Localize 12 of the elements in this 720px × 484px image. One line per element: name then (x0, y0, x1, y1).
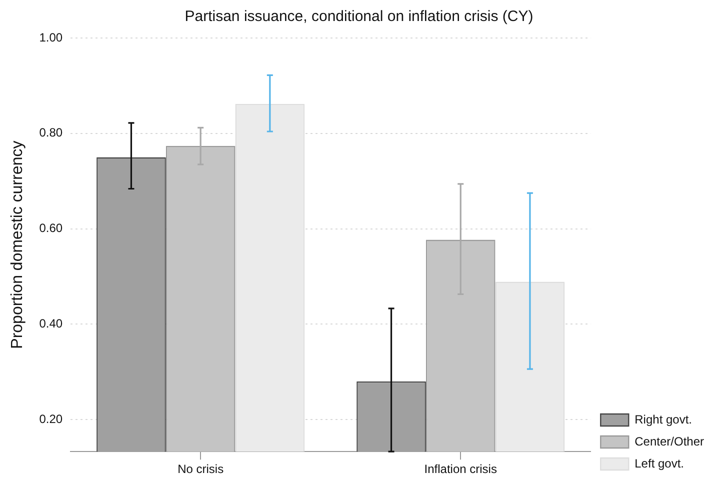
chart-title: Partisan issuance, conditional on inflation crisis (CY) (184, 8, 534, 26)
y-tick-label: 1.00 (39, 30, 63, 44)
y-axis-title: Proportion domestic currency (9, 140, 26, 349)
y-tick-label: 0.60 (39, 221, 63, 236)
legend-label: Left govt. (634, 456, 684, 470)
legend-label: Center/Other (634, 434, 704, 448)
x-tick-label: Inflation crisis (424, 462, 497, 476)
x-tick-label: No crisis (178, 462, 224, 476)
y-tick-label: 0.80 (39, 126, 63, 140)
y-tick-label: 0.40 (39, 316, 63, 331)
y-tick-label: 0.20 (39, 412, 63, 426)
legend-label: Right govt. (634, 412, 692, 426)
